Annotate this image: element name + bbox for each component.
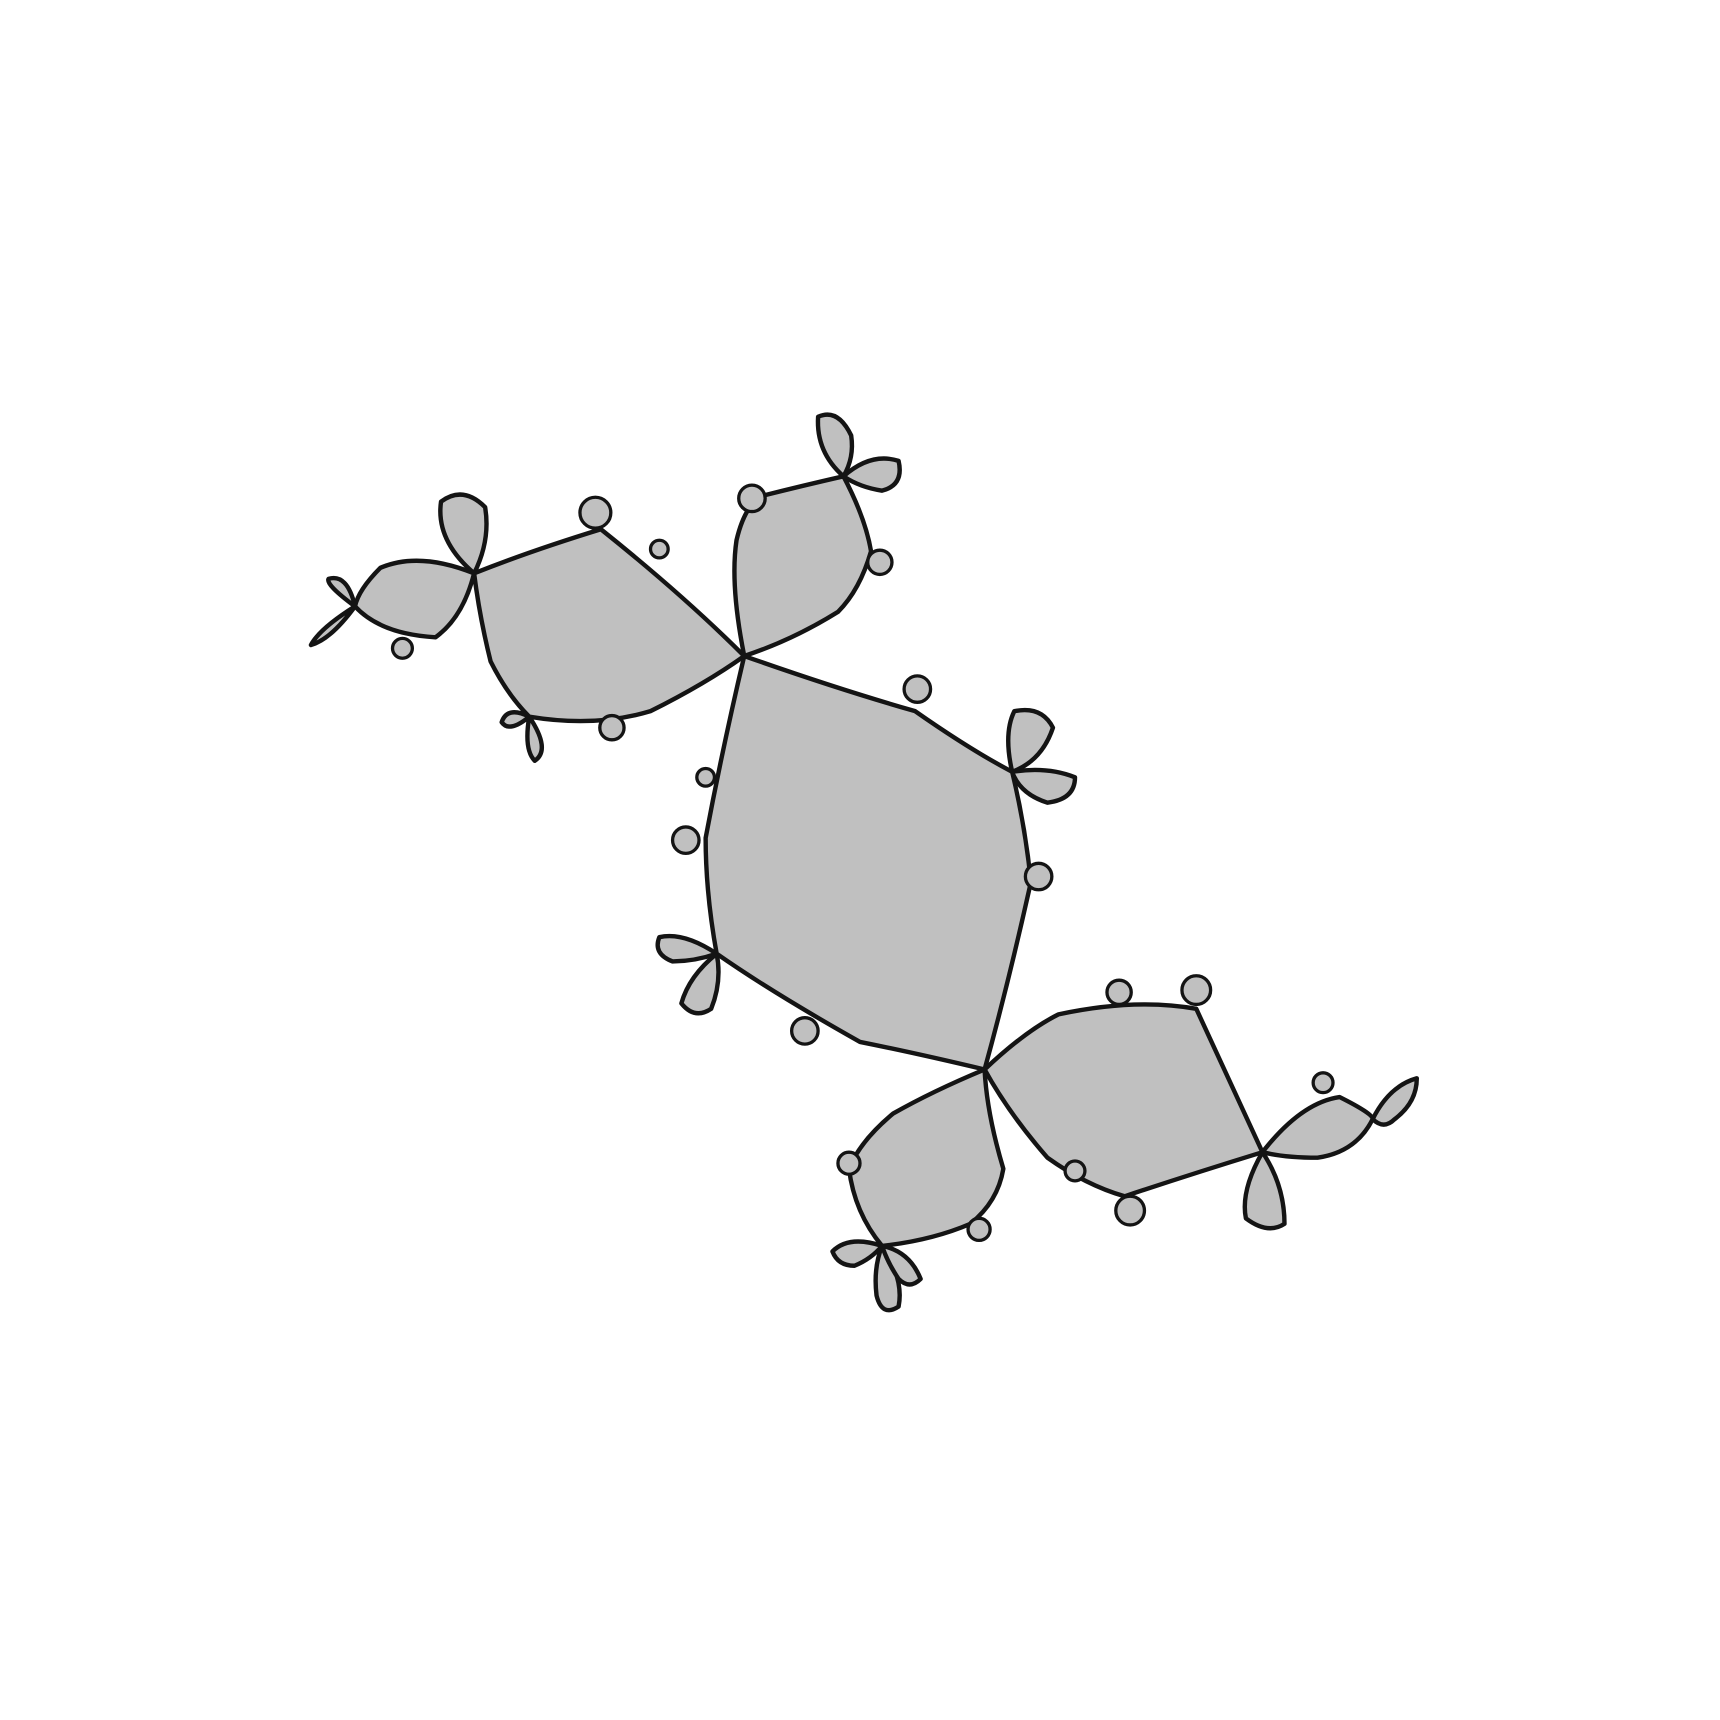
bud bbox=[1063, 1159, 1087, 1183]
bud bbox=[836, 1150, 862, 1176]
lobe bbox=[841, 456, 902, 493]
bud bbox=[1114, 1194, 1147, 1227]
lobe bbox=[655, 933, 719, 964]
bud bbox=[866, 548, 894, 577]
lobe bbox=[1242, 1149, 1287, 1231]
bud bbox=[390, 636, 415, 660]
lobe bbox=[438, 492, 489, 576]
lobe bbox=[308, 575, 358, 648]
bud bbox=[789, 1016, 820, 1046]
bud bbox=[648, 538, 670, 560]
lobe bbox=[815, 412, 855, 479]
bud bbox=[1105, 978, 1133, 1007]
fractal bbox=[308, 412, 1419, 1313]
lobe bbox=[679, 951, 721, 1016]
lobe bbox=[1370, 1076, 1419, 1127]
lobe bbox=[499, 710, 544, 763]
bud bbox=[1180, 974, 1213, 1007]
lobe bbox=[1006, 707, 1056, 774]
bud bbox=[737, 483, 767, 514]
upper-left-component bbox=[471, 527, 747, 724]
bud bbox=[695, 766, 717, 788]
bud bbox=[670, 825, 701, 856]
bud bbox=[966, 1216, 992, 1243]
lobe bbox=[830, 1239, 885, 1268]
bud bbox=[598, 713, 626, 742]
bud bbox=[1023, 861, 1054, 892]
bud bbox=[902, 674, 933, 704]
lobe bbox=[1009, 767, 1078, 805]
lobe bbox=[879, 1243, 923, 1287]
bud bbox=[1311, 1071, 1335, 1095]
bud bbox=[578, 495, 613, 530]
